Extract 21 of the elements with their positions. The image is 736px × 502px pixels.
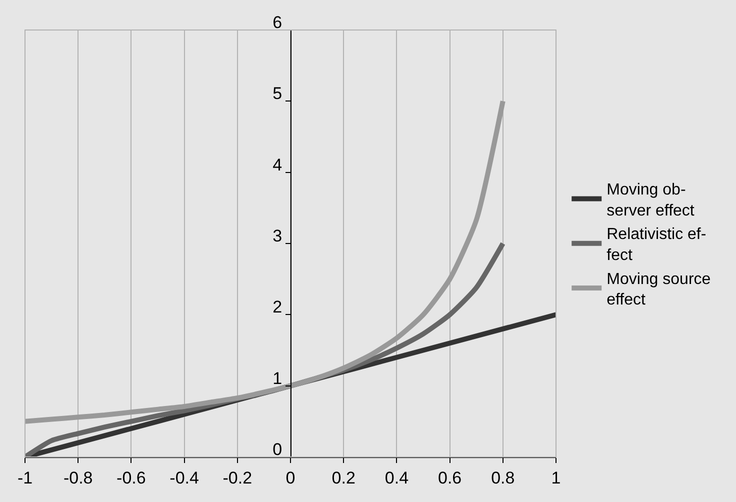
x-tick-label: -0.6 — [116, 468, 146, 488]
x-tick-label: -0.8 — [63, 468, 93, 488]
x-tick-label: 0.8 — [491, 468, 515, 488]
y-tick-label: 1 — [272, 368, 282, 388]
y-tick-label: 3 — [272, 226, 282, 246]
y-tick-label: 0 — [272, 440, 282, 459]
y-tick-label: 5 — [272, 84, 282, 104]
x-tick-label: -1 — [17, 468, 33, 488]
x-tick-label: 0.6 — [438, 468, 462, 488]
y-tick-label: 4 — [272, 155, 282, 174]
x-tick-label: -0.4 — [170, 468, 199, 488]
x-tick-label: 0.4 — [384, 468, 409, 488]
x-tick-label: 1 — [551, 468, 561, 488]
legend-label: Moving ob- server effect — [606, 182, 695, 220]
x-tick-label: 0.2 — [332, 468, 356, 488]
legend-label: Moving source effect — [606, 270, 711, 309]
y-tick-label: 2 — [272, 298, 282, 317]
x-tick-label: -0.2 — [222, 468, 252, 488]
y-tick-label: 6 — [272, 12, 282, 32]
x-tick-label: 0 — [286, 468, 296, 488]
legend-label: Relativistic ef- fect — [606, 226, 706, 264]
